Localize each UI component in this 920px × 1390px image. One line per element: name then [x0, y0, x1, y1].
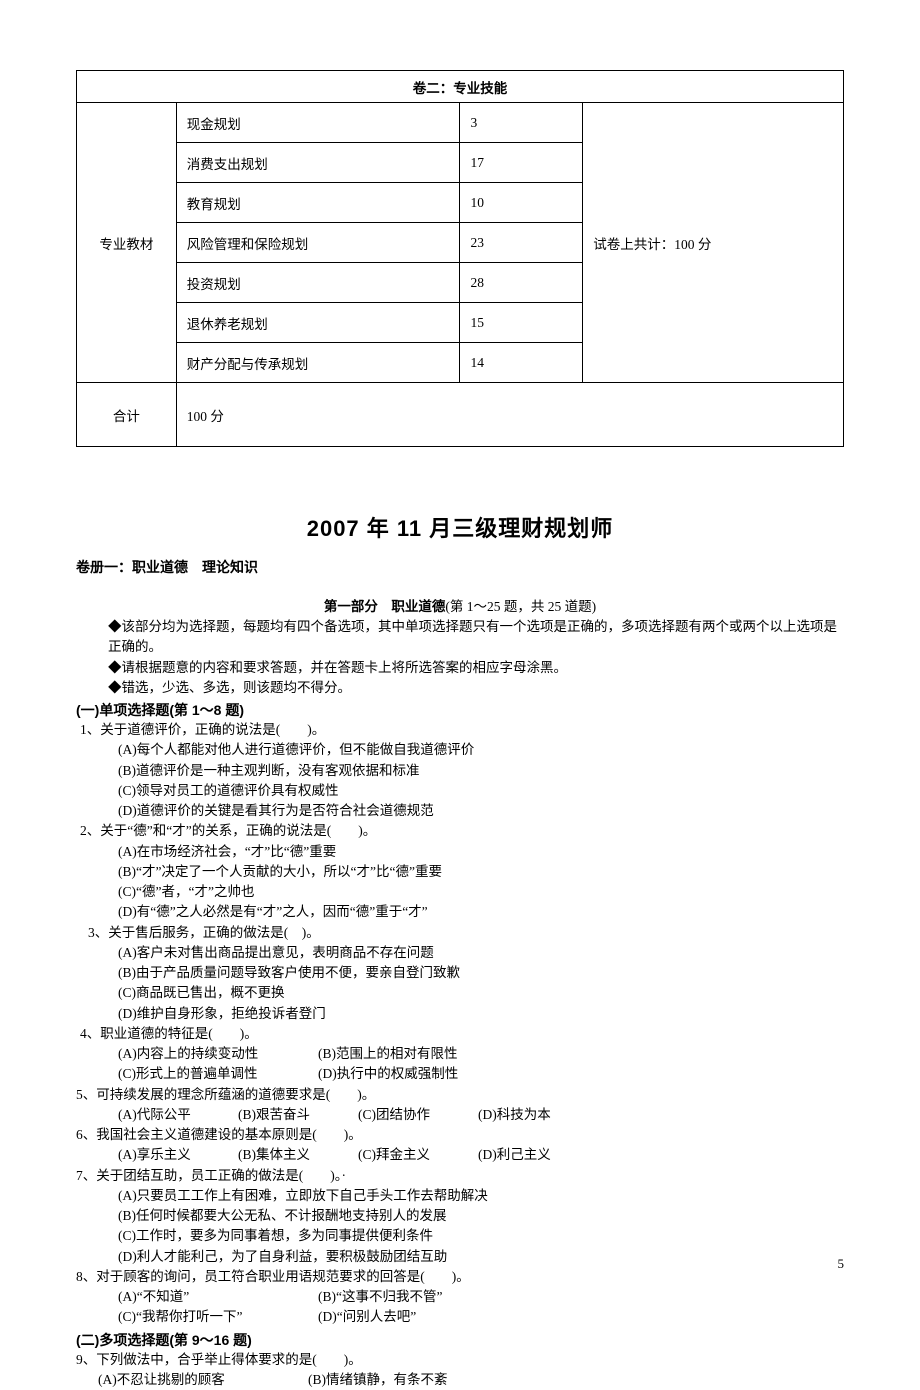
- stem: 1、关于道德评价，正确的说法是( )。: [80, 722, 325, 737]
- option-a: (A)“不知道”: [118, 1287, 318, 1307]
- stem: 5、可持续发展的理念所蕴涵的道德要求是( )。: [76, 1087, 375, 1102]
- option-d: (D)利己主义: [478, 1145, 551, 1165]
- option-b: (B)“这事不归我不管”: [318, 1287, 442, 1307]
- option-a: (A)每个人都能对他人进行道德评价，但不能做自我道德评价: [118, 740, 844, 760]
- row-name: 风险管理和保险规划: [176, 223, 460, 263]
- stem: 8、对于顾客的询问，员工符合职业用语规范要求的回答是( )。: [76, 1269, 470, 1284]
- part-suffix: (第 1～25 题，共 25 道题): [445, 599, 596, 614]
- question-8: 8、对于顾客的询问，员工符合职业用语规范要求的回答是( )。 (A)“不知道”(…: [76, 1267, 844, 1328]
- option-c: (C)工作时，要多为同事着想，多为同事提供便利条件: [118, 1226, 844, 1246]
- page-number: 5: [838, 1256, 845, 1272]
- question-5: 5、可持续发展的理念所蕴涵的道德要求是( )。 (A)代际公平(B)艰苦奋斗(C…: [76, 1085, 844, 1126]
- question-3: 3、关于售后服务，正确的做法是( )。 (A)客户未对售出商品提出意见，表明商品…: [76, 923, 844, 1024]
- instruction: ◆该部分均为选择题，每题均有四个备选项，其中单项选择题只有一个选项是正确的，多项…: [108, 617, 844, 658]
- rowspan-left: 专业教材: [77, 103, 177, 383]
- option-d: (D)科技为本: [478, 1105, 551, 1125]
- part-label: 第一部分 职业道德: [324, 599, 446, 614]
- option-c: (C)领导对员工的道德评价具有权威性: [118, 781, 844, 801]
- stem: 9、下列做法中，合乎举止得体要求的是( )。: [76, 1352, 362, 1367]
- option-d: (D)有“德”之人必然是有“才”之人，因而“德”重于“才”: [118, 902, 844, 922]
- row-name: 教育规划: [176, 183, 460, 223]
- option-c: (C)“我帮你打听一下”: [118, 1307, 318, 1327]
- option-d: (D)“问别人去吧”: [318, 1307, 416, 1327]
- question-9: 9、下列做法中，合乎举止得体要求的是( )。 (A)不忍让挑剔的顾客(B)情绪镇…: [76, 1350, 844, 1390]
- instruction: ◆错选，少选、多选，则该题均不得分。: [108, 678, 844, 698]
- stem: 7、关于团结互助，员工正确的做法是( )。·: [76, 1168, 346, 1183]
- option-b: (B)任何时候都要大公无私、不计报酬地支持别人的发展: [118, 1206, 844, 1226]
- question-7: 7、关于团结互助，员工正确的做法是( )。· (A)只要员工工作上有困难，立即放…: [76, 1166, 844, 1267]
- option-a: (A)在市场经济社会，“才”比“德”重要: [118, 842, 844, 862]
- option-c: (C)“德”者，“才”之帅也: [118, 882, 844, 902]
- total-value: 100 分: [176, 383, 843, 447]
- right-label: 试卷上共计：100 分: [583, 103, 844, 383]
- option-b: (B)道德评价是一种主观判断，没有客观依据和标准: [118, 761, 844, 781]
- option-b: (B)由于产品质量问题导致客户使用不便，要亲自登门致歉: [118, 963, 844, 983]
- question-4: 4、职业道德的特征是( )。 (A)内容上的持续变动性(B)范围上的相对有限性 …: [76, 1024, 844, 1085]
- question-2: 2、关于“德”和“才”的关系，正确的说法是( )。 (A)在市场经济社会，“才”…: [76, 821, 844, 922]
- option-c: (C)形式上的普遍单调性: [118, 1064, 318, 1084]
- book-section: 卷册一：职业道德 理论知识: [76, 557, 844, 577]
- option-a: (A)内容上的持续变动性: [118, 1044, 318, 1064]
- instruction: ◆请根据题意的内容和要求答题，并在答题卡上将所选答案的相应字母涂黑。: [108, 658, 844, 678]
- row-score: 14: [460, 343, 583, 383]
- document-title: 2007 年 11 月三级理财规划师: [76, 511, 844, 543]
- option-a: (A)享乐主义: [118, 1145, 238, 1165]
- row-score: 10: [460, 183, 583, 223]
- stem: 6、我国社会主义道德建设的基本原则是( )。: [76, 1127, 362, 1142]
- row-score: 17: [460, 143, 583, 183]
- row-score: 23: [460, 223, 583, 263]
- stem: 4、职业道德的特征是( )。: [80, 1026, 258, 1041]
- option-d: (D)利人才能利己，为了自身利益，要积极鼓励团结互助: [118, 1247, 844, 1267]
- option-a: (A)只要员工工作上有困难，立即放下自己手头工作去帮助解决: [118, 1186, 844, 1206]
- score-table: 卷二：专业技能 专业教材 现金规划 3 试卷上共计：100 分 消费支出规划17…: [76, 70, 844, 447]
- table-header: 卷二：专业技能: [77, 71, 844, 103]
- option-b: (B)艰苦奋斗: [238, 1105, 358, 1125]
- total-label: 合计: [77, 383, 177, 447]
- section-heading: (一)单项选择题(第 1～8 题): [76, 700, 844, 720]
- row-name: 消费支出规划: [176, 143, 460, 183]
- row-name: 退休养老规划: [176, 303, 460, 343]
- option-d: (D)维护自身形象，拒绝投诉者登门: [118, 1004, 844, 1024]
- row-name: 投资规划: [176, 263, 460, 303]
- option-c: (C)拜金主义: [358, 1145, 478, 1165]
- row-score: 15: [460, 303, 583, 343]
- option-c: (C)团结协作: [358, 1105, 478, 1125]
- row-name: 财产分配与传承规划: [176, 343, 460, 383]
- stem: 2、关于“德”和“才”的关系，正确的说法是( )。: [80, 823, 376, 838]
- option-a: (A)代际公平: [118, 1105, 238, 1125]
- option-d: (D)道德评价的关键是看其行为是否符合社会道德规范: [118, 801, 844, 821]
- option-c: (C)商品既已售出，概不更换: [118, 983, 844, 1003]
- row-score: 28: [460, 263, 583, 303]
- option-a: (A)客户未对售出商品提出意见，表明商品不存在问题: [118, 943, 844, 963]
- row-name: 现金规划: [176, 103, 460, 143]
- option-b: (B)范围上的相对有限性: [318, 1044, 458, 1064]
- stem: 3、关于售后服务，正确的做法是( )。: [88, 925, 320, 940]
- option-b: (B)集体主义: [238, 1145, 358, 1165]
- question-1: 1、关于道德评价，正确的说法是( )。 (A)每个人都能对他人进行道德评价，但不…: [76, 720, 844, 821]
- question-6: 6、我国社会主义道德建设的基本原则是( )。 (A)享乐主义(B)集体主义(C)…: [76, 1125, 844, 1166]
- row-score: 3: [460, 103, 583, 143]
- option-d: (D)执行中的权威强制性: [318, 1064, 458, 1084]
- option-a: (A)不忍让挑剔的顾客: [98, 1370, 308, 1390]
- option-b: (B)“才”决定了一个人贡献的大小，所以“才”比“德”重要: [118, 862, 844, 882]
- section-heading: (二)多项选择题(第 9～16 题): [76, 1330, 844, 1350]
- option-b: (B)情绪镇静，有条不紊: [308, 1370, 518, 1390]
- part-heading: 第一部分 职业道德(第 1～25 题，共 25 道题): [76, 595, 844, 615]
